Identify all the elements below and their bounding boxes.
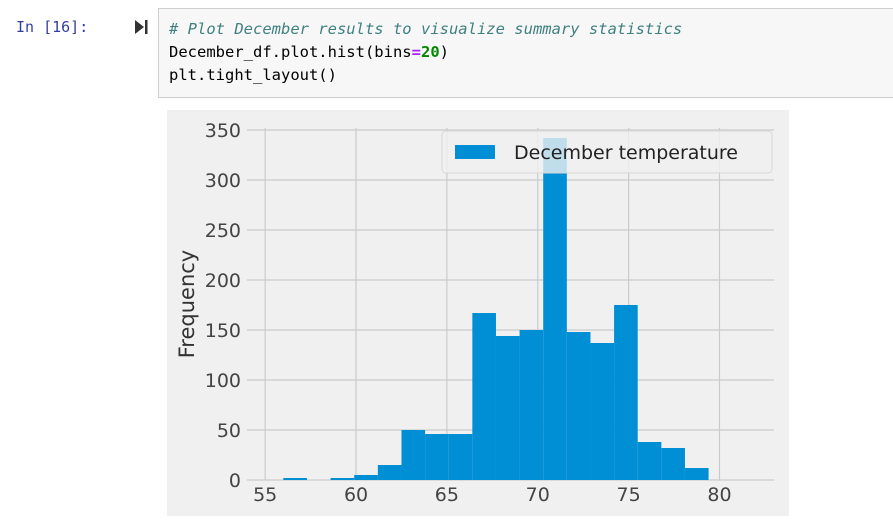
x-tick-label: 75: [617, 484, 641, 506]
y-axis-label: Frequency: [175, 250, 199, 359]
histogram-bar: [401, 430, 426, 480]
x-tick-label: 80: [707, 484, 731, 506]
histogram-bar: [661, 448, 685, 480]
y-tick-label: 250: [205, 220, 241, 242]
code-line: # Plot December results to visualize sum…: [169, 18, 682, 41]
legend-swatch: [455, 145, 495, 159]
cell-prompt: In [16]:: [16, 18, 89, 36]
y-tick-label: 200: [205, 270, 241, 292]
cell-output: 55 60 65 70 75 80 0 50 100 150 200 250 300 350 Frequen…: [167, 110, 789, 516]
y-tick-label: 100: [205, 370, 241, 392]
histogram-bar: [590, 343, 615, 480]
x-tick-label: 65: [435, 484, 459, 506]
histogram-bar: [684, 468, 709, 480]
code-token: =: [411, 43, 421, 61]
y-tick-label: 300: [205, 170, 241, 192]
histogram-chart: 55 60 65 70 75 80 0 50 100 150 200 250 300 350 Frequen…: [167, 110, 789, 516]
y-tick-label: 150: [205, 320, 241, 342]
code-token: plt.tight_layout(): [169, 66, 337, 84]
y-tick-label: 0: [229, 470, 241, 492]
legend-label: December temperature: [514, 142, 738, 164]
legend-box: [441, 130, 773, 174]
histogram-bar: [354, 475, 378, 480]
histogram-bar: [425, 434, 449, 480]
histogram-bar: [637, 442, 662, 480]
histogram-bar: [566, 332, 591, 480]
histogram-bar: [283, 478, 307, 480]
code-token: ): [439, 43, 449, 61]
code-editor[interactable]: # Plot December results to visualize sum…: [169, 18, 682, 87]
histogram-bar: [519, 330, 544, 480]
code-cell[interactable]: # Plot December results to visualize sum…: [158, 8, 893, 98]
histogram-bar: [377, 465, 402, 480]
code-token: December_df.plot.hist(bins: [169, 43, 412, 61]
histogram-bar: [472, 313, 496, 480]
x-tick-label: 70: [526, 484, 550, 506]
y-tick-label: 350: [205, 120, 241, 142]
histogram-bar: [614, 305, 638, 480]
histogram-bar: [448, 434, 473, 480]
code-line: plt.tight_layout(): [169, 64, 682, 87]
code-line: December_df.plot.hist(bins=20): [169, 41, 682, 64]
x-tick-label: 60: [344, 484, 368, 506]
histogram-bar: [330, 478, 355, 480]
run-cell-icon[interactable]: [132, 17, 152, 37]
x-tick-label: 55: [253, 484, 277, 506]
y-tick-label: 50: [217, 420, 241, 442]
code-token: # Plot December results to visualize sum…: [169, 20, 683, 38]
histogram-bar: [495, 336, 520, 480]
code-token: 20: [420, 43, 440, 61]
histogram-bar: [543, 138, 567, 480]
